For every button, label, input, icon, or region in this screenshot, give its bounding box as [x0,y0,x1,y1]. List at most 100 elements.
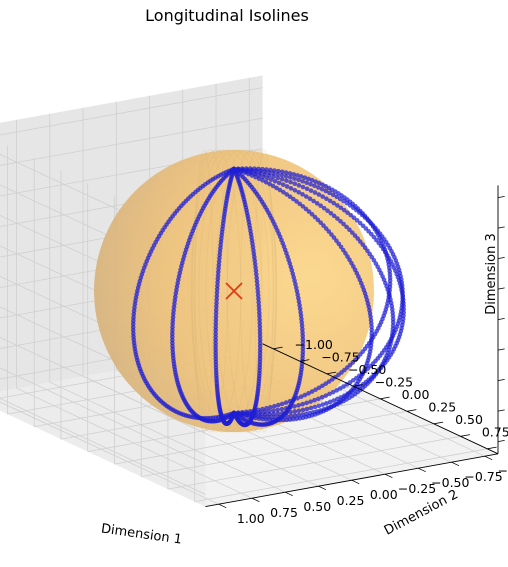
isoline-point [170,337,175,343]
isoline-point [288,409,293,415]
isoline-point [312,404,318,410]
isoline-point [255,289,261,295]
x-tick-label: −1.00 [498,463,508,478]
isoline-point [257,324,263,329]
isoline-point [319,186,325,192]
z-tick-mark [497,257,505,259]
isoline-point [276,402,281,408]
isoline-point [320,194,325,199]
isoline-point [316,192,322,197]
isoline-point [335,203,340,208]
floor-grid-line-y [167,435,461,490]
back-grid-line-z [0,117,263,166]
isoline-point [316,185,321,190]
isoline-point [231,410,237,416]
isoline-point [323,188,329,194]
isoline-point [303,411,309,417]
isoline-point [252,166,257,172]
isoline-point [309,211,315,217]
isoline-point [400,296,405,301]
isoline-point [263,179,269,185]
isoline-point [302,392,308,398]
y-tick-mark [380,396,390,400]
x-axis-label: Dimension 1 [100,521,183,547]
isoline-point [345,210,350,215]
isoline-point [215,283,220,289]
isoline-point [338,205,344,211]
isoline-point [279,406,285,412]
y-tick-mark [273,346,283,350]
isoline-point [290,271,296,277]
isoline-point [276,180,282,186]
isoline-point [296,408,302,414]
isoline-point [296,189,302,195]
isoline-point [328,210,334,216]
sphere-facet-band [226,149,278,433]
isoline-point [260,178,265,183]
isoline-point [298,313,304,318]
isoline-point [287,398,293,404]
isoline-point [331,200,337,206]
isoline-point [323,381,329,386]
isoline-point [300,330,305,335]
isoline-point [338,244,344,250]
isoline-point [308,188,314,193]
isoline-point [260,406,265,412]
y-tick-label: −0.75 [321,349,359,364]
isoline-point [172,297,178,303]
isoline-point [320,402,325,407]
y-tick-label: 0.50 [455,412,483,427]
floor-grid-line-x [16,387,253,499]
isoline-point [270,183,276,189]
isoline-point [284,414,290,419]
isoline-point [366,229,371,234]
isoline-point [316,385,322,391]
y-tick-mark [353,384,363,387]
isoline-point [316,396,321,402]
isoline-point [272,403,277,409]
isoline-point [213,307,219,313]
isoline-point [217,252,223,258]
isoline-point [283,400,289,405]
isoline-point [172,301,177,306]
isoline-point [257,347,263,352]
tick-labels: 1.000.750.500.250.00−0.25−0.50−0.75−1.00… [218,196,508,526]
isoline-point [307,410,313,416]
isoline-point [302,175,308,180]
isoline-point [279,176,285,182]
isoline-point [319,394,325,400]
isoline-point [175,280,180,286]
isoline-point [264,405,269,411]
sphere-facet-band [205,149,275,433]
isoline-point [306,176,311,182]
isoline-point [267,181,272,187]
sphere-facet-band [191,149,253,433]
isoline-point [300,407,306,413]
isoline-point [253,268,259,274]
isoline-point [292,187,298,193]
isoline-point [170,318,176,323]
floor-grid-line-y [194,448,488,502]
isoline-point [341,198,346,204]
isoline-point [264,167,269,172]
isoline-point [214,290,220,295]
isoline-point [275,411,281,416]
isoline-point [130,324,136,330]
y-tick-label: −0.50 [348,362,386,377]
isoline-point [304,180,309,185]
isoline-point [314,201,320,206]
isoline-point [283,170,289,175]
isoline-point [313,179,318,184]
isoline-point [291,172,297,177]
isoline-point [283,406,289,411]
isoline-point [239,409,245,415]
isoline-point [312,183,317,189]
isoline-point [291,274,296,280]
isoline-point [298,174,304,179]
y-tick-mark [487,446,497,450]
isoline-point [308,181,313,187]
isoline-point [239,166,245,171]
x-tick-mark [351,479,360,485]
isoline-point [323,393,329,398]
x-tick-mark [218,503,227,509]
